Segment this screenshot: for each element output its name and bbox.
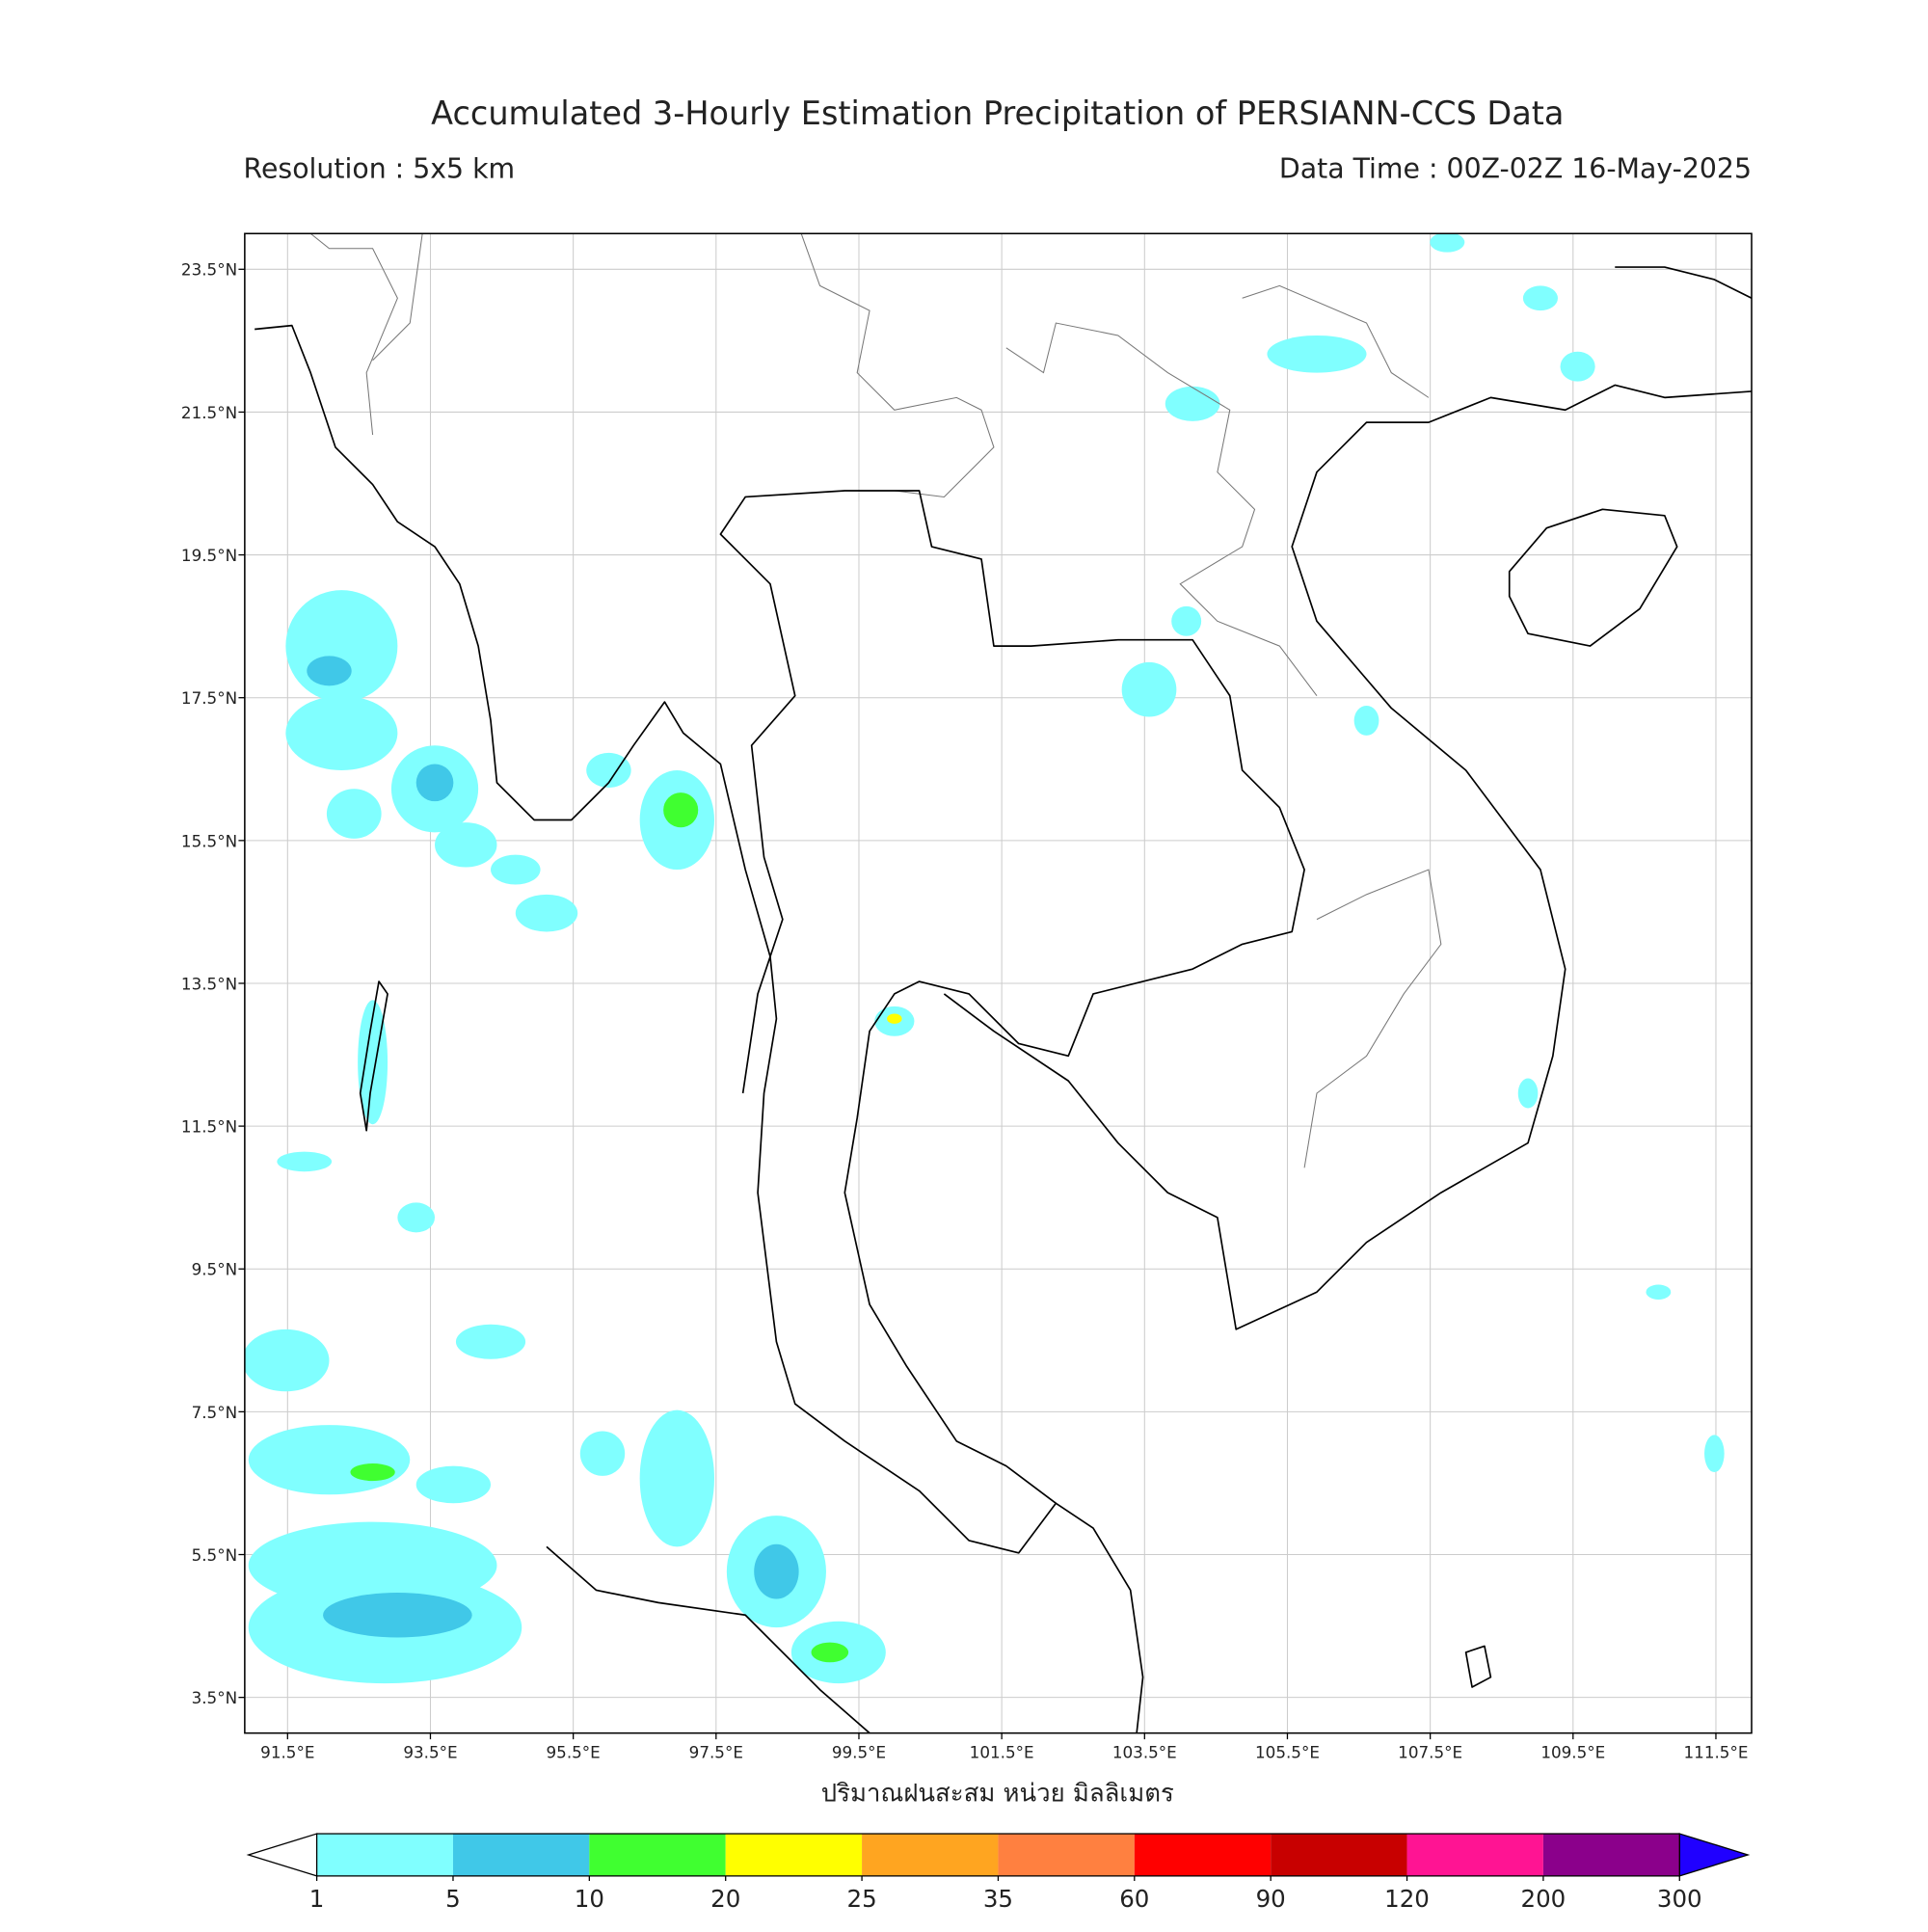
- colorbar-tick-label: 25: [847, 1885, 877, 1913]
- x-tick-label: 111.5°E: [1684, 1742, 1749, 1761]
- x-tick-label: 97.5°E: [689, 1742, 743, 1761]
- rain-area: [277, 1151, 333, 1172]
- colorbar-segment: [316, 1834, 453, 1876]
- rain-area: [350, 1463, 395, 1482]
- rain-area: [1165, 386, 1220, 421]
- colorbar-tick-label: 5: [445, 1885, 461, 1913]
- x-tick-label: 105.5°E: [1255, 1742, 1320, 1761]
- y-tick-label: 15.5°N: [181, 831, 237, 850]
- rain-area: [515, 894, 578, 932]
- country-border: [309, 233, 1442, 1168]
- rain-area: [244, 1328, 330, 1392]
- rain-area: [1353, 705, 1379, 736]
- thailand-border: [719, 490, 1305, 1504]
- rain-area: [307, 656, 352, 686]
- rain-area: [887, 1013, 902, 1024]
- y-tick-label: 13.5°N: [181, 974, 237, 993]
- island: [359, 980, 388, 1132]
- colorbar-segment: [1271, 1834, 1407, 1876]
- colorbar-segment: [589, 1834, 726, 1876]
- rain-area: [1704, 1435, 1725, 1473]
- geography: [254, 233, 1753, 1733]
- colorbar: 1 5 10 20 25 35 60 90 120 200 300: [246, 1833, 1751, 1913]
- colorbar-segment: [1406, 1834, 1543, 1876]
- x-tick-label: 93.5°E: [403, 1742, 457, 1761]
- y-tick-label: 11.5°N: [181, 1117, 237, 1137]
- x-tick-label: 107.5°E: [1398, 1742, 1462, 1761]
- x-tick-label: 103.5°E: [1112, 1742, 1177, 1761]
- rain-area: [663, 792, 699, 828]
- rain-area: [415, 1465, 492, 1504]
- y-tick-label: 17.5°N: [181, 688, 237, 708]
- colorbar-tick-label: 300: [1657, 1885, 1702, 1913]
- colorbar-tick-label: 120: [1384, 1885, 1430, 1913]
- y-tick-label: 19.5°N: [181, 546, 237, 565]
- colorbar-tick-label: 10: [575, 1885, 604, 1913]
- rain-area: [358, 1000, 388, 1125]
- rain-area: [285, 590, 398, 703]
- colorbar-segment: [1134, 1834, 1272, 1876]
- colorbar-tick-label: 20: [710, 1885, 740, 1913]
- coastline: [254, 324, 1144, 1733]
- x-tick-label: 95.5°E: [547, 1742, 601, 1761]
- x-tick-label: 91.5°E: [260, 1742, 314, 1761]
- rain-area: [285, 695, 398, 770]
- rain-area: [586, 752, 631, 789]
- coastline: [943, 384, 1753, 1330]
- data-time: Data Time : 00Z-02Z 16-May-2025: [1279, 152, 1752, 184]
- y-tick-label: 21.5°N: [181, 403, 237, 422]
- resolution: Resolution : 5x5 km: [244, 152, 516, 184]
- rain-area: [811, 1642, 849, 1663]
- rain-area: [435, 822, 497, 868]
- colorbar-tick-label: 60: [1119, 1885, 1149, 1913]
- rain-area: [1430, 233, 1465, 253]
- rain-area: [326, 789, 382, 839]
- colorbar-tick-label: 35: [983, 1885, 1013, 1913]
- colorbar-segment: [998, 1834, 1135, 1876]
- rain-field: [244, 233, 1725, 1684]
- rain-area: [455, 1324, 526, 1359]
- rain-area: [1560, 351, 1595, 382]
- title: Accumulated 3-Hourly Estimation Precipit…: [431, 94, 1564, 132]
- rain-area: [248, 1425, 411, 1495]
- colorbar-tick-label: 1: [309, 1885, 325, 1913]
- y-tick-label: 7.5°N: [192, 1403, 238, 1422]
- island: [1464, 1645, 1492, 1688]
- rain-area: [397, 1202, 436, 1233]
- colorbar-segment: [725, 1834, 863, 1876]
- rain-area: [579, 1431, 626, 1476]
- coastline: [546, 1545, 870, 1733]
- rain-area: [754, 1543, 799, 1599]
- colorbar-segment: [1542, 1834, 1680, 1876]
- rain-area: [415, 764, 454, 802]
- rain-area: [1517, 1078, 1539, 1109]
- colorbar-tick-label: 200: [1521, 1885, 1566, 1913]
- x-tick-label: 109.5°E: [1540, 1742, 1605, 1761]
- coastline: [1615, 266, 1753, 300]
- x-tick-label: 101.5°E: [970, 1742, 1034, 1761]
- x-tick-label: 99.5°E: [832, 1742, 886, 1761]
- y-tick-label: 23.5°N: [181, 260, 237, 280]
- rain-area: [323, 1593, 472, 1638]
- rain-area: [1121, 661, 1177, 717]
- colorbar-tick-label: 90: [1256, 1885, 1286, 1913]
- colorbar-segment: [862, 1834, 999, 1876]
- rain-area: [639, 1409, 714, 1547]
- rain-area: [1522, 285, 1558, 311]
- grid: [244, 233, 1753, 1733]
- y-tick-label: 5.5°N: [192, 1545, 238, 1565]
- rain-area: [1267, 335, 1367, 373]
- y-tick-label: 9.5°N: [192, 1260, 238, 1279]
- y-tick-label: 3.5°N: [192, 1688, 238, 1707]
- axis-ticks: 91.5°E 93.5°E 95.5°E 97.5°E 99.5°E 101.5°E 103…: [181, 260, 1748, 1762]
- island: [1508, 508, 1678, 647]
- colorbar-segment: [452, 1834, 590, 1876]
- rain-area: [1171, 605, 1202, 636]
- rain-area: [1646, 1284, 1672, 1300]
- rain-area: [491, 854, 541, 885]
- colorbar-label: ปริมาณฝนสะสม หน่วย มิลลิเมตร: [821, 1780, 1174, 1809]
